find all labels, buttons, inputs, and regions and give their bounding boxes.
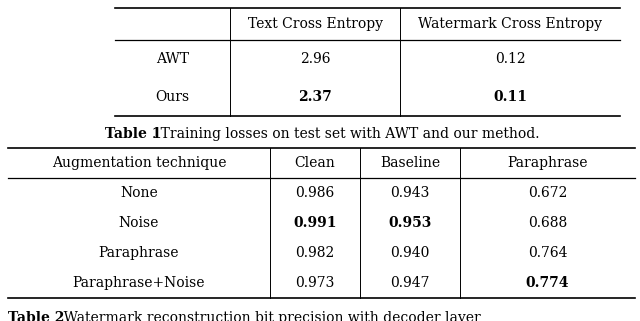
Text: 0.774: 0.774 [525,276,569,290]
Text: 0.672: 0.672 [528,186,567,200]
Text: 0.973: 0.973 [295,276,335,290]
Text: Baseline: Baseline [380,156,440,170]
Text: 0.764: 0.764 [528,246,567,260]
Text: 0.947: 0.947 [390,276,429,290]
Text: 0.982: 0.982 [296,246,335,260]
Text: AWT: AWT [156,52,189,66]
Text: Watermark Cross Entropy: Watermark Cross Entropy [418,17,602,31]
Text: Ours: Ours [156,90,189,104]
Text: Text Cross Entropy: Text Cross Entropy [248,17,383,31]
Text: 2.37: 2.37 [298,90,332,104]
Text: 0.688: 0.688 [528,216,567,230]
Text: Paraphrase: Paraphrase [99,246,179,260]
Text: Clean: Clean [294,156,335,170]
Text: None: None [120,186,158,200]
Text: Noise: Noise [119,216,159,230]
Text: 0.991: 0.991 [293,216,337,230]
Text: . Watermark reconstruction bit precision with decoder layer: . Watermark reconstruction bit precision… [55,311,481,321]
Text: 0.12: 0.12 [495,52,525,66]
Text: Table 2: Table 2 [8,311,65,321]
Text: 2.96: 2.96 [300,52,330,66]
Text: Table 1: Table 1 [105,127,161,141]
Text: 0.940: 0.940 [390,246,429,260]
Text: . Training losses on test set with AWT and our method.: . Training losses on test set with AWT a… [152,127,540,141]
Text: Augmentation technique: Augmentation technique [52,156,227,170]
Text: 0.986: 0.986 [296,186,335,200]
Text: 0.943: 0.943 [390,186,429,200]
Text: Paraphrase: Paraphrase [508,156,588,170]
Text: Paraphrase+Noise: Paraphrase+Noise [73,276,205,290]
Text: 0.953: 0.953 [388,216,432,230]
Text: 0.11: 0.11 [493,90,527,104]
